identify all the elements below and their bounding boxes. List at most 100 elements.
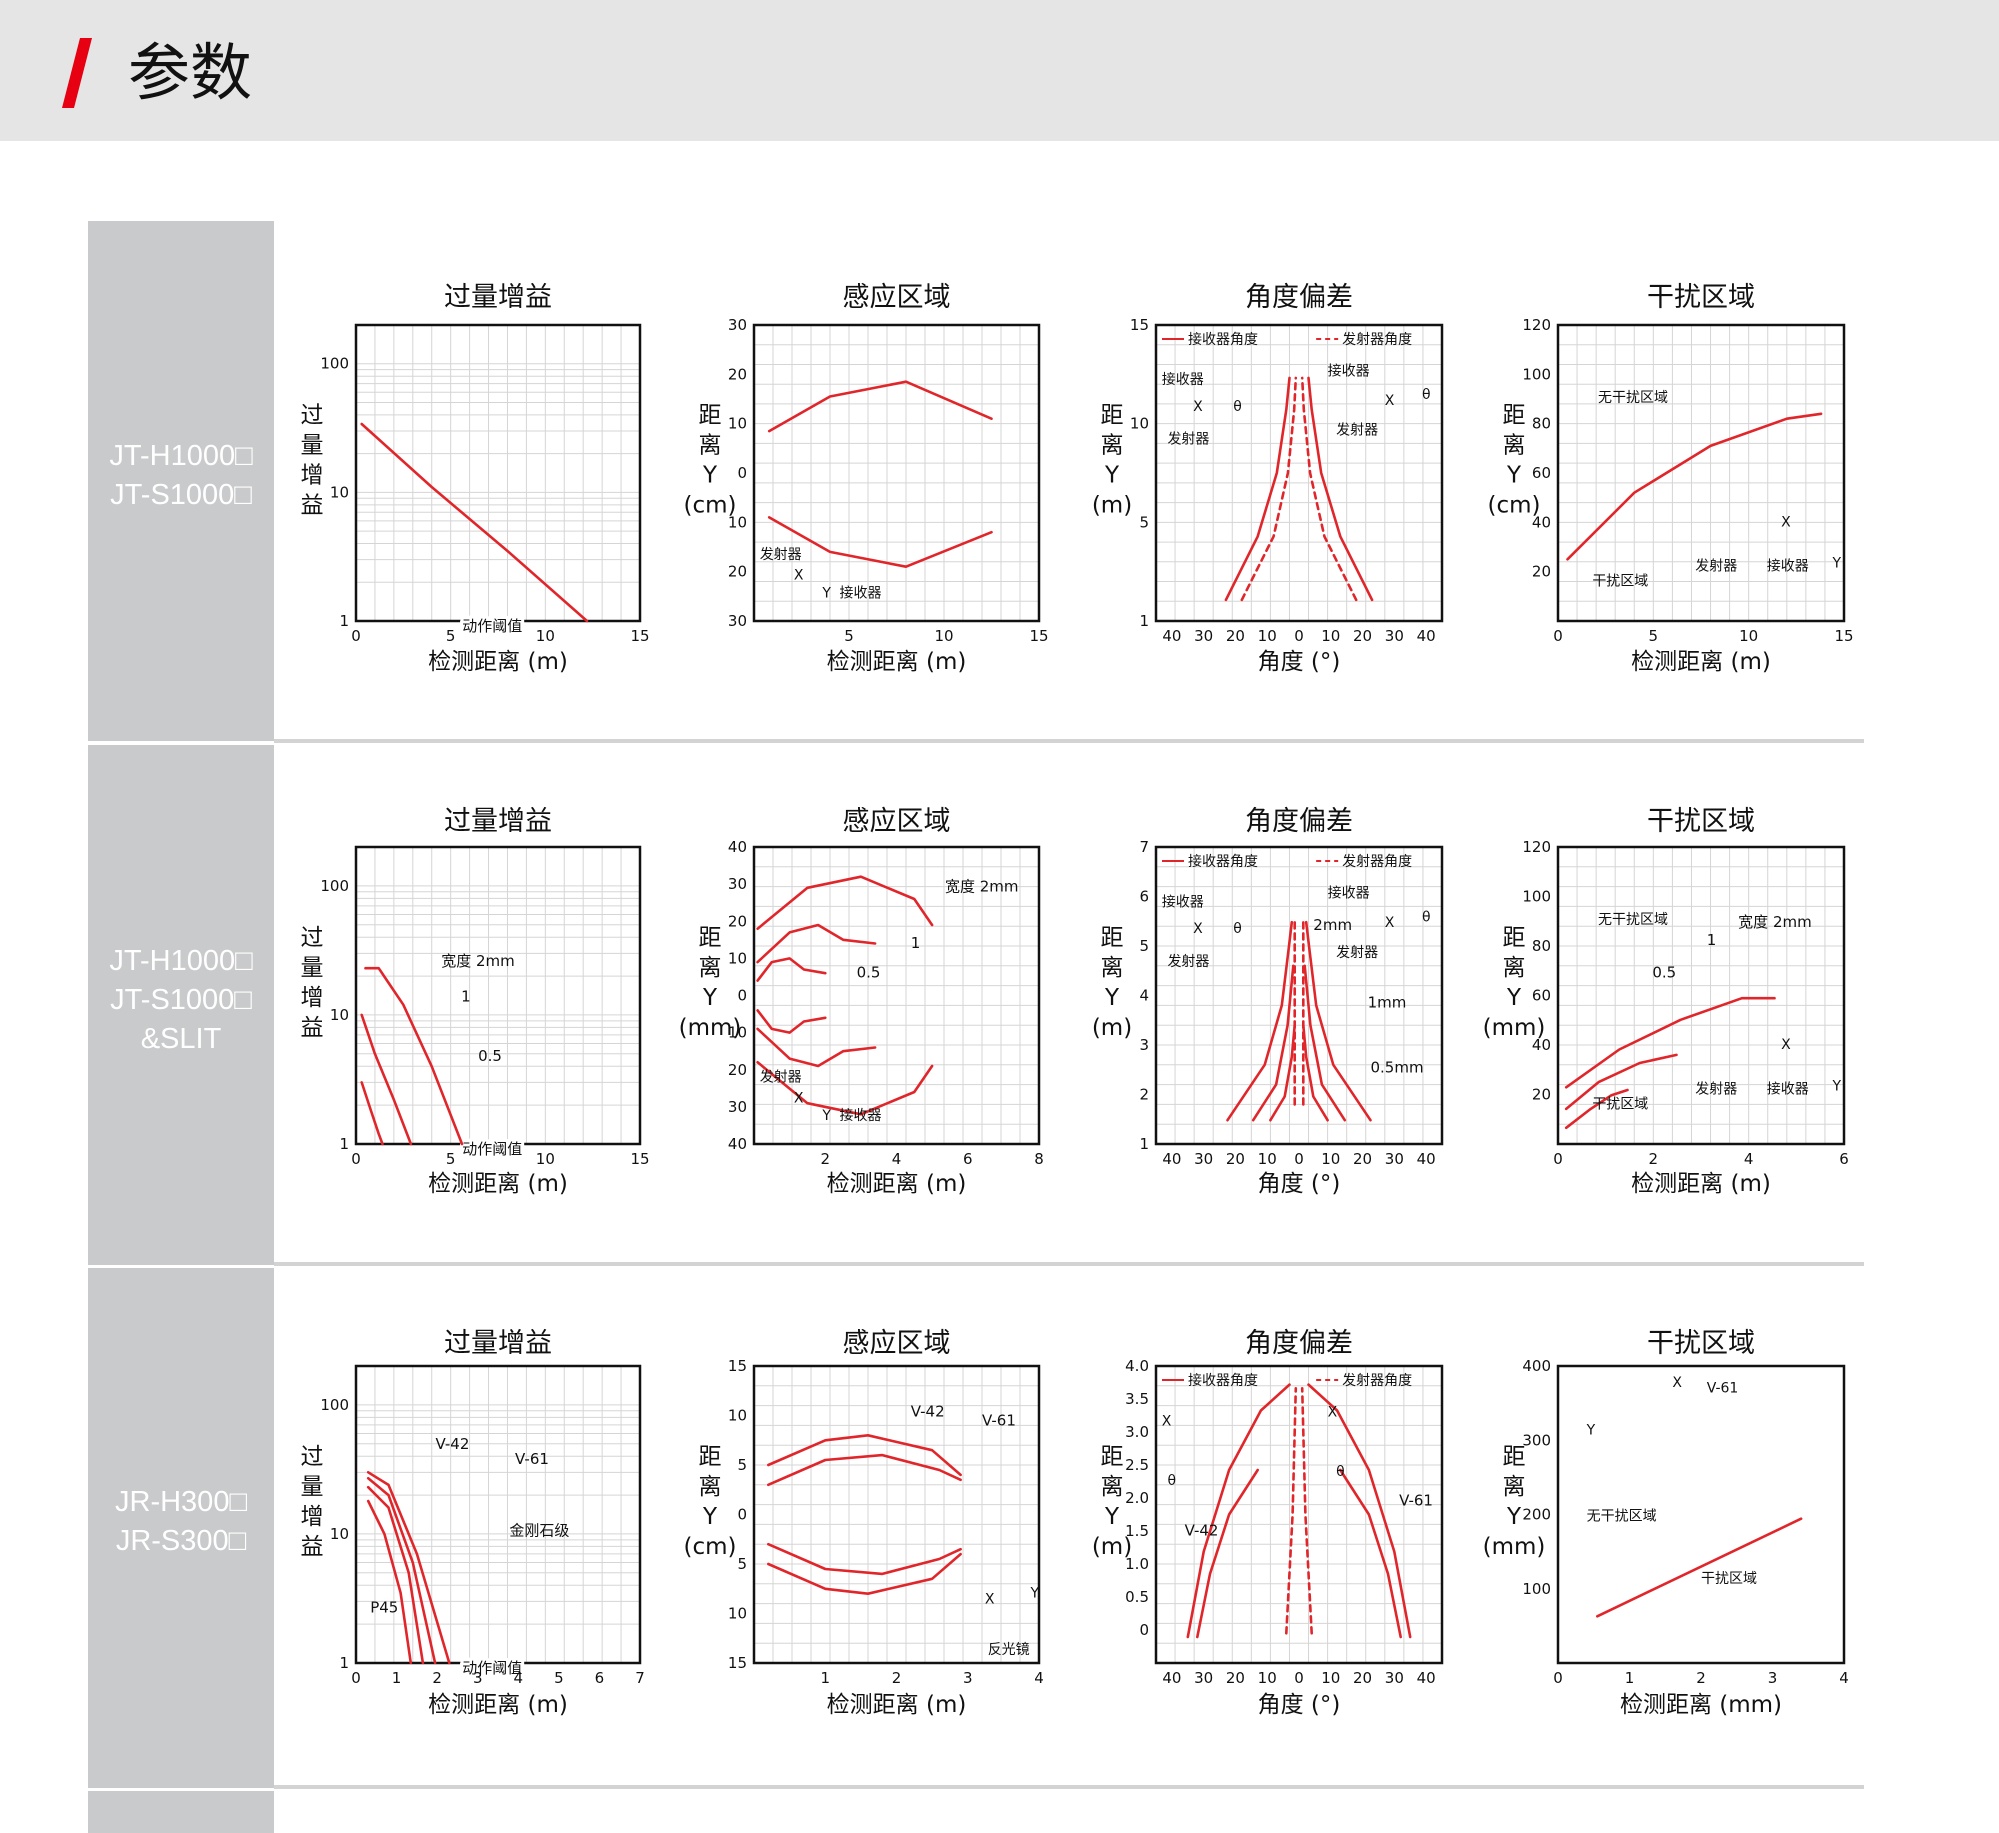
y-axis-label: 量 xyxy=(301,1474,324,1500)
y-tick-label: 4 xyxy=(1139,987,1149,1005)
y-tick-label: 4.0 xyxy=(1125,1357,1149,1375)
series-line xyxy=(360,422,589,623)
y-axis-label: (m) xyxy=(1092,493,1132,519)
series-label: 1 xyxy=(911,934,921,952)
model-label: JR-S300□ xyxy=(115,1525,247,1557)
y-axis-label: 过 xyxy=(301,925,324,951)
x-axis-label: 检测距离 (mm) xyxy=(1620,1692,1782,1718)
y-axis-label: (cm) xyxy=(1488,493,1541,519)
plot-frame xyxy=(1154,845,1444,1146)
y-axis-label: 离 xyxy=(1101,433,1124,459)
y-tick-label: 40 xyxy=(728,1135,747,1153)
x-tick-label: 30 xyxy=(1194,627,1213,645)
y-tick-label: 0 xyxy=(737,464,747,482)
chart-title: 过量增益 xyxy=(444,282,552,313)
series-line xyxy=(366,1477,437,1665)
x-tick-label: 10 xyxy=(1258,627,1277,645)
series-label: V-42 xyxy=(436,1435,470,1453)
x-tick-label: 6 xyxy=(595,1669,605,1687)
series-line xyxy=(1564,1088,1629,1130)
x-axis-label: 检测距离 (m) xyxy=(1631,649,1771,675)
series-line xyxy=(1304,920,1372,1122)
y-tick-label: 0 xyxy=(1139,1621,1149,1639)
series-line xyxy=(1564,996,1776,1089)
series-label: 0.5 xyxy=(478,1047,502,1065)
annotation-label: 接收器 xyxy=(1328,884,1370,901)
x-axis-label: 检测距离 (m) xyxy=(428,1692,568,1718)
series-label: 0.5 xyxy=(857,964,881,982)
series-line xyxy=(1251,964,1295,1122)
annotation-label: 接收器 xyxy=(1162,371,1204,388)
annotation-label: 发射器 xyxy=(1336,945,1378,961)
series-label: 宽度 2mm xyxy=(441,952,515,970)
annotation-label: θ xyxy=(1336,1464,1345,1480)
y-tick-label: 0 xyxy=(737,1506,747,1524)
plot-frame xyxy=(1556,323,1846,623)
y-tick-label: 2.0 xyxy=(1125,1489,1149,1507)
y-axis-label: 离 xyxy=(1101,955,1124,981)
y-axis-label: Y xyxy=(1104,463,1120,489)
series-line xyxy=(756,957,827,982)
x-tick-label: 0 xyxy=(351,1669,361,1687)
x-tick-label: 2 xyxy=(892,1669,902,1687)
series-line xyxy=(1307,1383,1412,1639)
y-tick-label: 2 xyxy=(1139,1086,1149,1104)
y-axis-label: 距 xyxy=(699,1444,722,1470)
y-tick-label: 0 xyxy=(737,987,747,1005)
annotation-label: 接收器 xyxy=(1767,558,1809,575)
y-tick-label: 5 xyxy=(737,1555,747,1573)
chart-title: 角度偏差 xyxy=(1245,806,1353,837)
y-tick-label: 400 xyxy=(1522,1357,1551,1375)
model-label: JT-H1000□ xyxy=(109,945,253,977)
x-tick-label: 10 xyxy=(536,1150,555,1168)
x-axis-label: 检测距离 (m) xyxy=(428,649,568,675)
x-tick-label: 10 xyxy=(1321,627,1340,645)
annotation-label: 干扰区域 xyxy=(1701,1571,1757,1587)
y-tick-label: 80 xyxy=(1532,937,1551,955)
series-line xyxy=(1285,1387,1298,1635)
y-tick-label: 300 xyxy=(1522,1431,1551,1449)
y-axis-label: 离 xyxy=(1503,433,1526,459)
y-axis-label: Y xyxy=(702,985,718,1011)
x-tick-label: 10 xyxy=(1739,627,1758,645)
y-tick-label: 80 xyxy=(1532,415,1551,433)
chart-title: 角度偏差 xyxy=(1245,1328,1353,1359)
y-axis-label: 增 xyxy=(301,463,324,489)
x-tick-label: 10 xyxy=(1321,1669,1340,1687)
y-axis-label: 益 xyxy=(301,1534,324,1560)
y-axis-label: 离 xyxy=(699,433,722,459)
x-tick-label: 5 xyxy=(446,627,456,645)
y-axis-label: Y xyxy=(1506,985,1522,1011)
x-tick-label: 6 xyxy=(1839,1150,1849,1168)
x-tick-label: 1 xyxy=(820,1669,830,1687)
legend-item: 接收器角度 xyxy=(1188,853,1258,870)
row-divider xyxy=(274,1785,1864,1789)
annotation-label: Y xyxy=(821,585,831,601)
annotation-label: X xyxy=(1385,915,1395,931)
x-tick-label: 4 xyxy=(514,1669,524,1687)
y-tick-label: 100 xyxy=(1522,365,1551,383)
model-band-2: JT-H1000□ JT-S1000□ &SLIT xyxy=(88,745,274,1265)
x-axis-label: 角度 (°) xyxy=(1258,1171,1341,1197)
series-line xyxy=(756,1009,827,1034)
series-label: 1 xyxy=(1707,931,1717,949)
x-axis-label: 检测距离 (m) xyxy=(827,649,967,675)
legend-item: 接收器角度 xyxy=(1188,1372,1258,1389)
y-tick-label: 5 xyxy=(1139,513,1149,531)
y-axis-label: 量 xyxy=(301,955,324,981)
chart-title: 干扰区域 xyxy=(1647,282,1755,313)
y-tick-label: 1.0 xyxy=(1125,1555,1149,1573)
y-tick-label: 10 xyxy=(728,1407,747,1425)
y-tick-label: 10 xyxy=(728,513,747,531)
annotation-label: X xyxy=(1162,1413,1172,1429)
annotation-label: θ xyxy=(1422,909,1431,925)
annotation-label: X xyxy=(1781,514,1791,530)
series-line xyxy=(1303,964,1347,1122)
chart-title: 感应区域 xyxy=(843,806,951,837)
x-tick-label: 15 xyxy=(630,1150,649,1168)
annotation-label: 发射器 xyxy=(1695,1082,1737,1098)
y-tick-label: 20 xyxy=(1532,1086,1551,1104)
